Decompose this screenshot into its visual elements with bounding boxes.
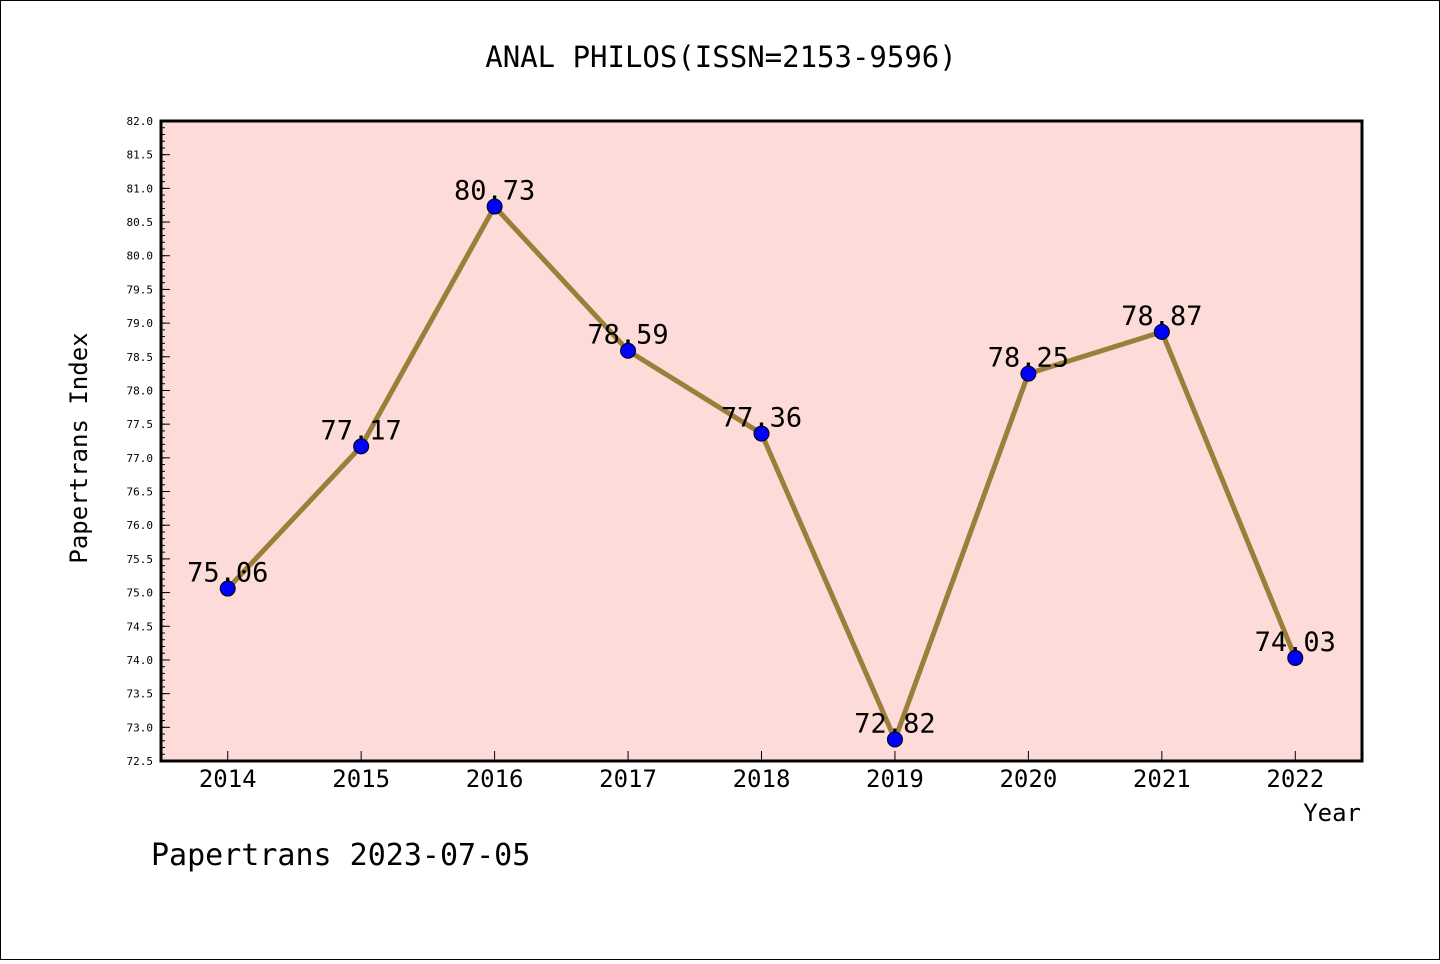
footer-caption: Papertrans 2023-07-05 [151, 838, 530, 873]
data-point [486, 198, 503, 215]
y-tick-label: 79.0 [127, 317, 154, 330]
y-tick-label: 72.5 [127, 755, 154, 768]
x-tick-label: 2017 [599, 765, 657, 793]
series-group: 75.06 77.17 80.73 78.59 77.36 72.82 78.25 78.87… [187, 176, 1336, 748]
chart-title: ANAL PHILOS(ISSN=2153-9596) [485, 40, 956, 74]
data-label: 80.73 [454, 176, 535, 207]
data-label: 78.25 [988, 343, 1069, 374]
y-tick-label: 76.5 [127, 486, 154, 499]
y-tick-label: 74.0 [127, 654, 154, 667]
x-tick-label: 2015 [332, 765, 390, 793]
data-label: 77.17 [321, 415, 402, 446]
x-tick-label: 2021 [1133, 765, 1191, 793]
x-axis-label: Year [1303, 799, 1361, 827]
data-point [1153, 323, 1170, 340]
data-point [753, 425, 770, 442]
data-point [886, 731, 903, 748]
x-tick-label: 2016 [466, 765, 524, 793]
x-axis: 2014 2015 2016 2017 2018 2019 2020 2021 2022 [199, 751, 1324, 793]
y-tick-label: 78.0 [127, 384, 154, 397]
y-tick-label: 80.5 [127, 216, 154, 229]
x-tick-label: 2014 [199, 765, 257, 793]
data-point [1287, 649, 1304, 666]
x-tick-label: 2019 [866, 765, 924, 793]
y-tick-label: 76.0 [127, 519, 154, 532]
data-label: 74.03 [1255, 627, 1336, 658]
y-tick-label: 75.0 [127, 587, 154, 600]
data-label: 78.87 [1121, 301, 1202, 332]
x-tick-label: 2020 [999, 765, 1057, 793]
data-point [353, 438, 370, 455]
y-tick-label: 81.0 [127, 182, 154, 195]
data-point [219, 580, 236, 597]
y-axis: 72.5 73.0 73.5 74.0 74.5 75.0 75.5 76.0 76.5 77.0… [127, 115, 170, 768]
data-label: 75.06 [187, 558, 268, 589]
data-label: 72.82 [854, 708, 935, 739]
data-point [620, 342, 637, 359]
data-label: 77.36 [721, 403, 802, 434]
y-tick-label: 75.5 [127, 553, 154, 566]
data-label: 78.59 [587, 320, 668, 351]
y-tick-label: 77.0 [127, 452, 154, 465]
y-tick-label: 80.0 [127, 250, 154, 263]
y-tick-label: 73.5 [127, 688, 154, 701]
y-tick-label: 81.5 [127, 149, 154, 162]
y-tick-label: 82.0 [127, 115, 154, 128]
y-tick-label: 78.5 [127, 351, 154, 364]
x-tick-label: 2018 [733, 765, 791, 793]
y-tick-label: 77.5 [127, 418, 154, 431]
y-axis-label: Papertrans Index [65, 332, 93, 563]
y-tick-label: 79.5 [127, 283, 154, 296]
data-point [1020, 365, 1037, 382]
y-tick-label: 73.0 [127, 721, 154, 734]
x-tick-label: 2022 [1266, 765, 1324, 793]
y-tick-label: 74.5 [127, 620, 154, 633]
